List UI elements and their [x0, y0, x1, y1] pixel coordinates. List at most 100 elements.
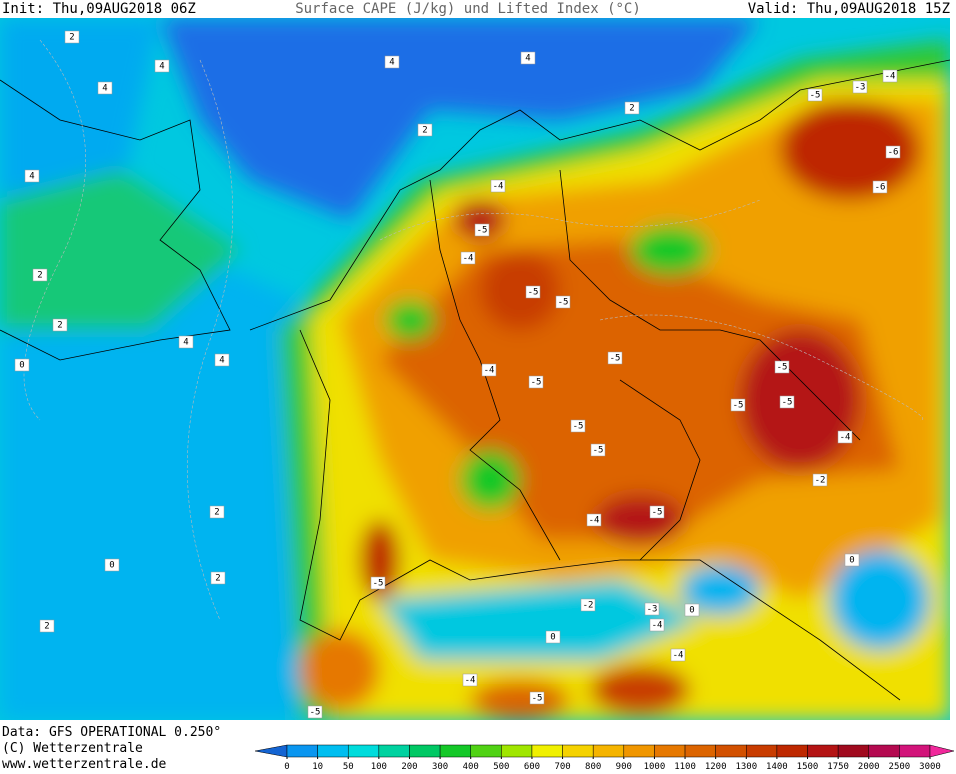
colorbar-segment: [715, 744, 747, 758]
contour-label-box: [807, 88, 823, 102]
contour-label-box: [210, 571, 226, 585]
colorbar-segment: [776, 744, 808, 758]
colorbar-segment: [439, 744, 471, 758]
contour-label-box: [520, 51, 536, 65]
contour-label-box: [684, 603, 700, 617]
contour-label: -5: [777, 363, 788, 373]
map-field: 2 4 4 4 2 4 2 4 2 2 4 4 0 2 2 0 2 -4 -5 -4 -5 -5 -5 -4 -5 -5 -5 -5 -…: [0, 18, 950, 720]
colorbar-tick-label: 2000: [858, 762, 880, 770]
contour-label-box: [64, 30, 80, 44]
contour-label: 0: [849, 556, 854, 566]
colorbar-segment: [837, 744, 870, 758]
colorbar-tick-label: 300: [432, 762, 448, 770]
contour-label-box: [529, 691, 545, 705]
map-title: Surface CAPE (J/kg) und Lifted Index (°C…: [295, 1, 641, 17]
colorbar-segment: [470, 744, 502, 758]
colorbar-tick-label: 10: [312, 762, 323, 770]
contour-label: -6: [875, 183, 886, 193]
contour-label-box: [570, 419, 586, 433]
contour-label-box: [14, 358, 30, 372]
contour-label: -5: [477, 226, 488, 236]
contour-label: -6: [888, 148, 899, 158]
contour-label: -4: [652, 621, 663, 631]
contour-label: 2: [57, 321, 62, 331]
contour-label-box: [481, 363, 497, 377]
contour-label: -2: [583, 601, 594, 611]
colorbar-segment: [409, 744, 441, 758]
contour-label: 0: [19, 361, 24, 371]
contour-label-box: [837, 430, 853, 444]
colorbar-segment: [592, 744, 625, 758]
contour-label: -5: [733, 401, 744, 411]
contour-label: 4: [29, 172, 34, 182]
contour-label: -4: [840, 433, 851, 443]
contour-label-box: [844, 553, 860, 567]
contour-label: -5: [373, 579, 384, 589]
contour-label-box: [624, 101, 640, 115]
contour-label-box: [209, 505, 225, 519]
contour-label-box: [774, 360, 790, 374]
contour-label: 0: [689, 606, 694, 616]
colorbar-tick-label: 900: [616, 762, 632, 770]
colorbar-segment: [317, 744, 349, 758]
contour-label-box: [525, 285, 541, 299]
colorbar-segment: [531, 744, 563, 758]
colorbar-segment: [286, 744, 318, 758]
colorbar-tick-label: 1750: [827, 762, 849, 770]
contour-label-box: [607, 351, 623, 365]
colorbar-tick-label: 1200: [705, 762, 727, 770]
contour-label-box: [104, 558, 120, 572]
contour-label: -3: [647, 605, 658, 615]
colorbar-tick-label: 200: [401, 762, 417, 770]
colorbar-segment: [562, 744, 594, 758]
contour-label: -4: [673, 651, 684, 661]
contour-label-box: [885, 145, 901, 159]
contour-label: 2: [69, 33, 74, 43]
colorbar-tick-label: 1400: [766, 762, 788, 770]
colorbar: 0 10 50 100 200 300 400 500 600 700 800 900 1000 1100…: [254, 744, 955, 772]
contour-label: -5: [593, 446, 604, 456]
contour-label-box: [545, 630, 561, 644]
copyright: (C) Wetterzentrale: [2, 741, 143, 756]
contour-label: -5: [528, 288, 539, 298]
contour-label-box: [474, 223, 490, 237]
contour-label: 0: [109, 561, 114, 571]
colorbar-segment: [623, 744, 655, 758]
contour-label: -2: [815, 476, 826, 486]
colorbar-segment: [501, 744, 533, 758]
contour-label: 2: [422, 126, 427, 136]
contour-label-box: [39, 619, 55, 633]
contour-label: -3: [855, 83, 866, 93]
colorbar-tick-label: 0: [284, 762, 289, 770]
colorbar-tick-label: 100: [371, 762, 387, 770]
contour-label-box: [384, 55, 400, 69]
colorbar-segment: [899, 744, 931, 758]
data-source: Data: GFS OPERATIONAL 0.250°: [2, 725, 221, 740]
colorbar-tick-label: 3000: [919, 762, 941, 770]
contour-label-box: [872, 180, 888, 194]
contour-label-box: [154, 59, 170, 73]
colorbar-segment: [868, 744, 900, 758]
contour-label: 2: [37, 271, 42, 281]
contour-label-box: [580, 598, 596, 612]
colorbar-tick-label: 600: [524, 762, 540, 770]
colorbar-tick-label: 400: [463, 762, 479, 770]
contour-label: -5: [558, 298, 569, 308]
contour-label: 4: [102, 84, 107, 94]
contour-label-box: [586, 513, 602, 527]
contour-label-box: [24, 169, 40, 183]
contour-label-box: [882, 69, 898, 83]
contour-label: -5: [531, 378, 542, 388]
contour-label: -5: [573, 422, 584, 432]
contour-label: -4: [885, 72, 896, 82]
contour-label-box: [779, 395, 795, 409]
colorbar-arrow-high: [929, 744, 955, 758]
contour-label-box: [812, 473, 828, 487]
contour-label: -4: [463, 254, 474, 264]
colorbar-segment: [347, 744, 380, 758]
colorbar-tick-label: 1300: [735, 762, 757, 770]
contour-label: -5: [532, 694, 543, 704]
contour-label: -4: [493, 182, 504, 192]
contour-label: 2: [215, 574, 220, 584]
